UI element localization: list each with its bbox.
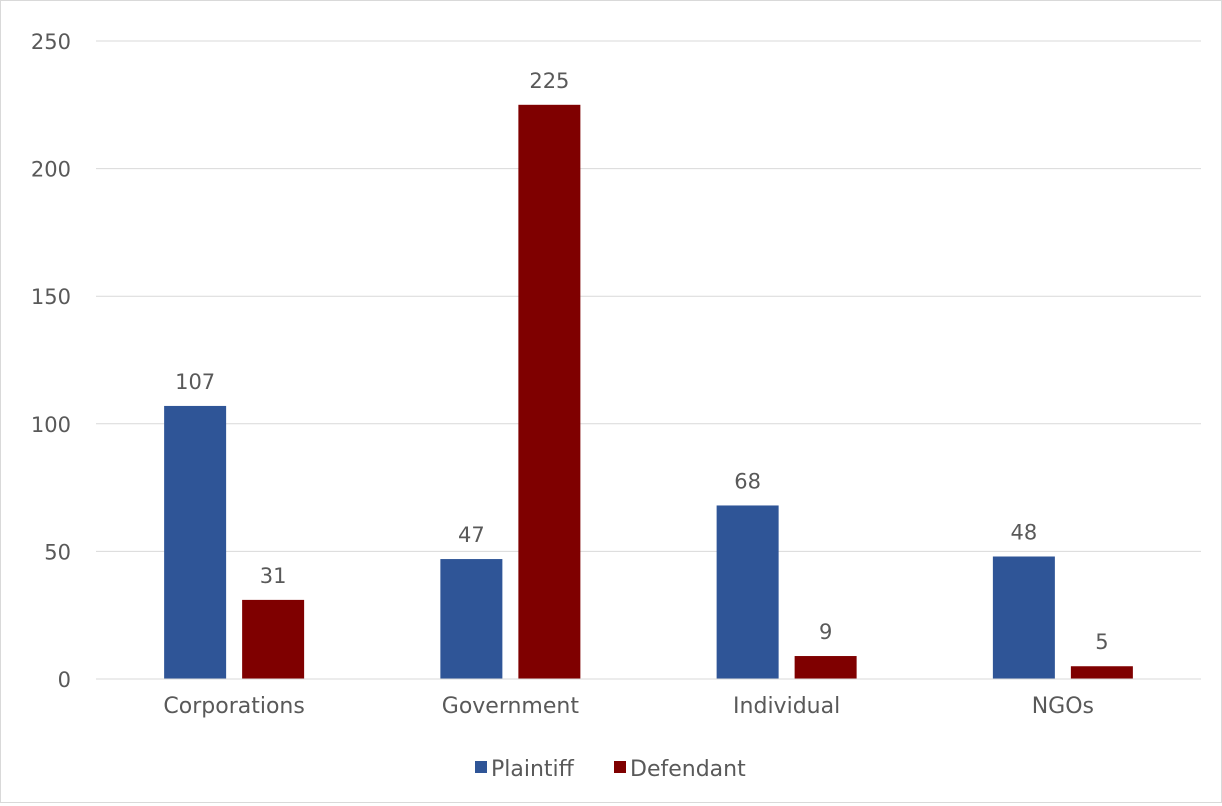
legend-swatch-defendant <box>614 761 626 773</box>
x-category-label: Corporations <box>163 694 304 719</box>
y-tick-label: 200 <box>31 158 71 182</box>
bar-defendant-individual <box>794 656 857 679</box>
x-category-label: Government <box>442 694 580 719</box>
data-label: 225 <box>529 69 569 93</box>
y-axis-tick-labels: 0 50 100 150 200 250 <box>31 30 71 692</box>
y-tick-label: 150 <box>31 285 71 309</box>
data-label: 5 <box>1095 630 1108 654</box>
bar-defendant-corporations <box>242 599 305 679</box>
bars <box>164 104 1133 680</box>
legend-label-defendant: Defendant <box>630 757 746 782</box>
bar-defendant-ngos <box>1070 666 1133 679</box>
bar-plaintiff-corporations <box>164 405 227 679</box>
x-axis-category-labels: Corporations Government Individual NGOs <box>163 694 1094 719</box>
data-label: 9 <box>819 620 832 644</box>
y-tick-label: 250 <box>31 30 71 54</box>
legend-swatch-plaintiff <box>475 761 487 773</box>
y-tick-label: 100 <box>31 413 71 437</box>
legend-label-plaintiff: Plaintiff <box>491 757 575 782</box>
bar-plaintiff-government <box>440 559 503 679</box>
gridlines <box>96 40 1201 552</box>
bar-plaintiff-individual <box>716 505 779 679</box>
x-category-label: NGOs <box>1032 694 1094 719</box>
data-label: 68 <box>734 469 761 493</box>
bar-plaintiff-ngos <box>992 556 1055 679</box>
x-category-label: Individual <box>733 694 840 719</box>
data-label: 47 <box>458 523 485 547</box>
data-label: 48 <box>1011 521 1038 545</box>
legend: Plaintiff Defendant <box>475 757 746 782</box>
data-labels: 107 31 47 225 68 9 48 5 <box>175 69 1108 654</box>
data-label: 31 <box>260 564 287 588</box>
y-tick-label: 0 <box>58 668 71 692</box>
bar-defendant-government <box>518 104 581 680</box>
y-tick-label: 50 <box>44 540 71 564</box>
data-label: 107 <box>175 370 215 394</box>
